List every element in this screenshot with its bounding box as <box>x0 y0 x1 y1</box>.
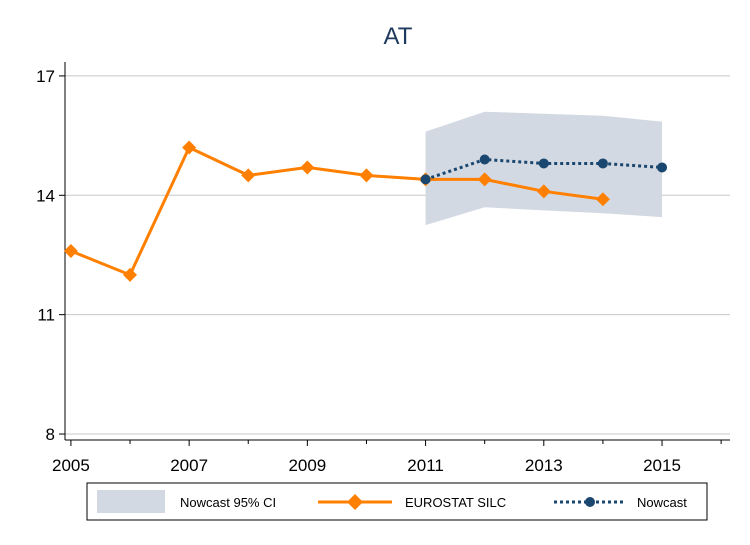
y-tick-label: 11 <box>37 306 55 325</box>
legend-label-ci: Nowcast 95% CI <box>180 495 276 510</box>
legend-swatch-ci <box>97 490 165 513</box>
data-point-circle <box>597 158 608 169</box>
legend-label-nowcast: Nowcast <box>637 495 687 510</box>
data-point-diamond <box>536 184 551 199</box>
data-point-diamond <box>182 140 197 155</box>
data-point-diamond <box>477 172 492 187</box>
x-tick-label: 2015 <box>643 456 681 475</box>
x-tick-label: 2007 <box>170 456 208 475</box>
legend: Nowcast 95% CI EUROSTAT SILC Nowcast <box>86 482 708 521</box>
y-tick-label: 17 <box>36 67 55 86</box>
data-point-diamond <box>241 168 256 183</box>
data-point-diamond <box>359 168 374 183</box>
data-point-diamond <box>123 267 138 282</box>
data-point-circle <box>538 158 549 169</box>
data-point-circle <box>479 154 490 165</box>
legend-marker-nowcast <box>585 497 595 507</box>
axes: 8 11 14 17 2005 2007 2009 2011 2013 2015 <box>36 62 730 475</box>
data-point-diamond <box>300 160 315 175</box>
y-tick-label: 8 <box>46 425 55 444</box>
x-tick-label: 2009 <box>288 456 326 475</box>
x-tick-label: 2005 <box>52 456 90 475</box>
gridlines <box>65 75 730 435</box>
data-point-circle <box>420 174 431 185</box>
x-tick-label: 2013 <box>525 456 563 475</box>
data-point-diamond <box>63 244 78 258</box>
y-tick-label: 14 <box>36 186 55 205</box>
chart-title: AT <box>384 23 413 50</box>
x-tick-label: 2011 <box>407 456 444 475</box>
series-line-0 <box>70 145 604 277</box>
legend-marker-eurostat <box>347 494 363 510</box>
data-point-diamond <box>595 192 610 207</box>
series-layer <box>63 140 668 282</box>
legend-label-eurostat: EUROSTAT SILC <box>405 495 506 510</box>
data-point-circle <box>657 162 668 173</box>
